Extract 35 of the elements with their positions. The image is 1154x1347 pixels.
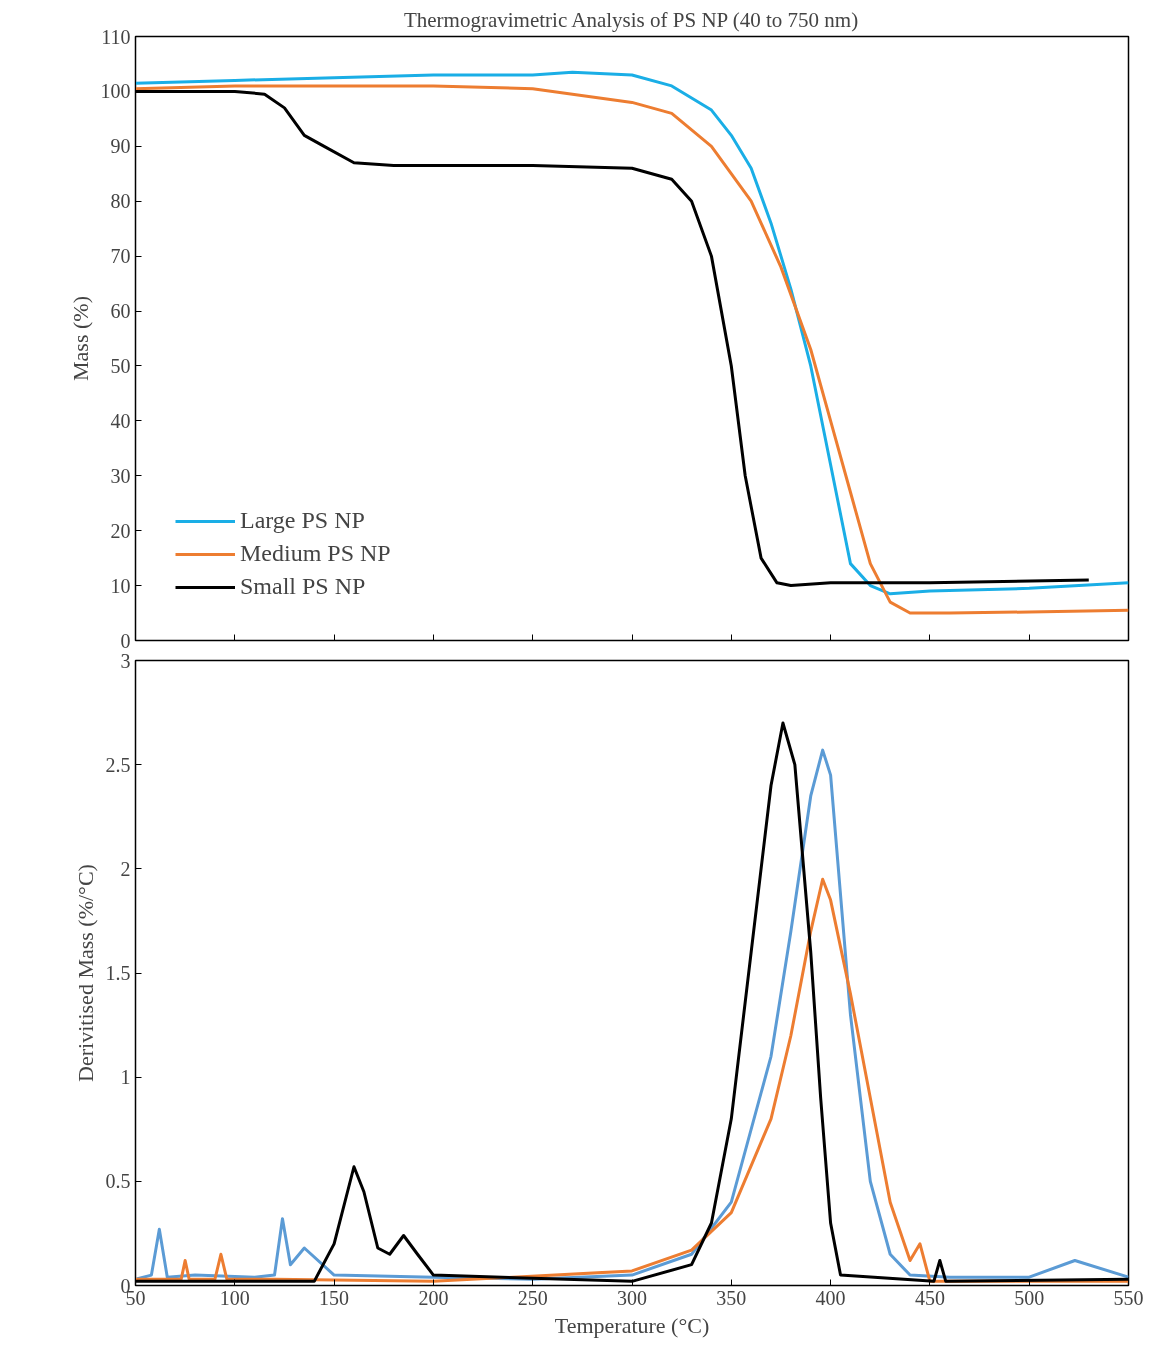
x-tick-label: 200 xyxy=(418,1286,449,1309)
legend-label: Medium PS NP xyxy=(240,540,391,567)
x-tick-label: 500 xyxy=(1014,1286,1045,1309)
y-tick-label: 110 xyxy=(101,25,131,48)
x-tick-label: 250 xyxy=(517,1286,548,1309)
x-tick-label: 150 xyxy=(319,1286,350,1309)
y-axis-title: Mass (%) xyxy=(67,296,93,381)
y-tick-label: 2 xyxy=(120,857,131,880)
y-tick-label: 10 xyxy=(110,574,131,597)
x-tick-label: 300 xyxy=(617,1286,647,1309)
y-tick-label: 1.5 xyxy=(105,962,131,984)
chart-title: Thermogravimetric Analysis of PS NP (40 to 750 nm) xyxy=(403,7,859,32)
y-axis-title: Derivitised Mass (%/°C) xyxy=(72,864,98,1082)
x-axis-title: Temperature (°C) xyxy=(554,1312,710,1338)
legend-label: Large PS NP xyxy=(240,507,365,534)
y-tick-label: 60 xyxy=(110,300,131,323)
x-tick-label: 350 xyxy=(716,1286,747,1309)
y-tick-label: 0 xyxy=(120,629,131,652)
legend-label: Small PS NP xyxy=(240,573,366,600)
y-tick-label: 3 xyxy=(120,649,131,672)
y-tick-label: 20 xyxy=(110,519,131,542)
y-tick-label: 90 xyxy=(110,135,131,158)
y-tick-label: 100 xyxy=(100,80,131,103)
y-tick-label: 30 xyxy=(110,464,131,487)
y-tick-label: 1 xyxy=(120,1066,131,1089)
y-tick-label: 40 xyxy=(110,409,131,432)
x-tick-label: 550 xyxy=(1113,1286,1144,1309)
y-tick-label: 0.5 xyxy=(105,1170,131,1193)
x-tick-label: 400 xyxy=(815,1286,846,1309)
x-tick-label: 100 xyxy=(219,1286,250,1309)
y-tick-label: 70 xyxy=(110,245,131,268)
x-tick-label: 450 xyxy=(914,1286,945,1309)
y-tick-label: 2.5 xyxy=(105,753,131,776)
y-tick-label: 50 xyxy=(110,354,131,377)
y-tick-label: 80 xyxy=(110,190,131,213)
